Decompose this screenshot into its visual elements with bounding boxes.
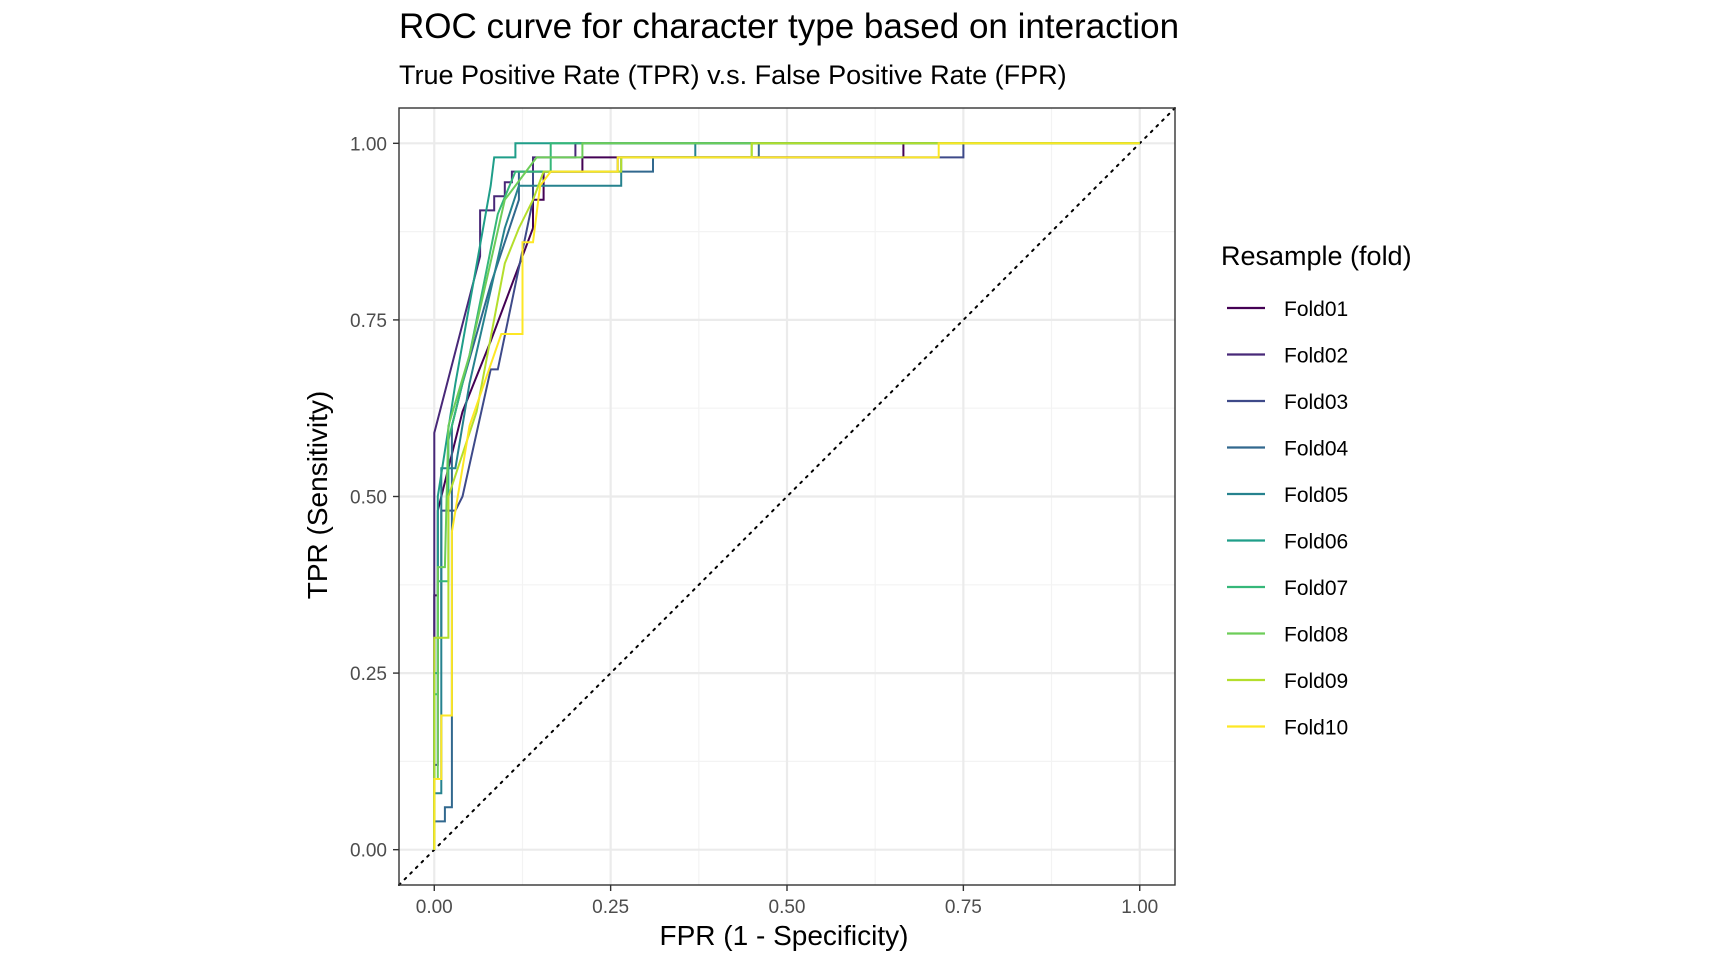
legend-label-fold01: Fold01	[1284, 298, 1348, 321]
y-tick-label: 1.00	[350, 134, 387, 155]
y-tick-label: 0.75	[350, 311, 387, 332]
reference-diagonal-line	[398, 107, 1176, 886]
series-line-fold06	[433, 142, 1140, 850]
legend-title: Resample (fold)	[1221, 241, 1412, 271]
legend-label-fold10: Fold10	[1284, 717, 1348, 740]
series-lines	[433, 142, 1140, 850]
x-tick-label: 0.25	[592, 897, 629, 918]
x-tick-label: 0.00	[416, 897, 453, 918]
legend: Resample (fold) Fold01 Fold02 Fold03 Fold04…	[1221, 241, 1412, 740]
legend-label-fold08: Fold08	[1284, 624, 1348, 647]
legend-label-fold02: Fold02	[1284, 345, 1348, 368]
legend-label-fold07: Fold07	[1284, 577, 1348, 600]
x-axis-title: FPR (1 - Specificity)	[660, 920, 909, 951]
y-tick-label: 0.00	[350, 841, 387, 862]
chart-subtitle: True Positive Rate (TPR) v.s. False Posi…	[399, 60, 1067, 90]
x-tick-label: 0.50	[769, 897, 806, 918]
grid	[399, 108, 1175, 885]
legend-label-fold03: Fold03	[1284, 391, 1348, 414]
x-tick-label: 0.75	[945, 897, 982, 918]
legend-label-fold09: Fold09	[1284, 670, 1348, 693]
legend-label-fold05: Fold05	[1284, 484, 1348, 507]
x-tick-label: 1.00	[1121, 897, 1158, 918]
legend-label-fold04: Fold04	[1284, 438, 1349, 461]
series-line-fold10	[433, 142, 1140, 850]
y-axis-title: TPR (Sensitivity)	[302, 391, 333, 599]
y-tick-label: 0.50	[350, 488, 387, 509]
legend-label-fold06: Fold06	[1284, 531, 1348, 554]
y-tick-label: 0.25	[350, 664, 387, 685]
axis-ticks: 0.00 0.25 0.50 0.75 1.00 0.00 0.25 0.50 0.75 1.00	[350, 134, 1158, 918]
chart-title: ROC curve for character type based on in…	[399, 7, 1179, 46]
